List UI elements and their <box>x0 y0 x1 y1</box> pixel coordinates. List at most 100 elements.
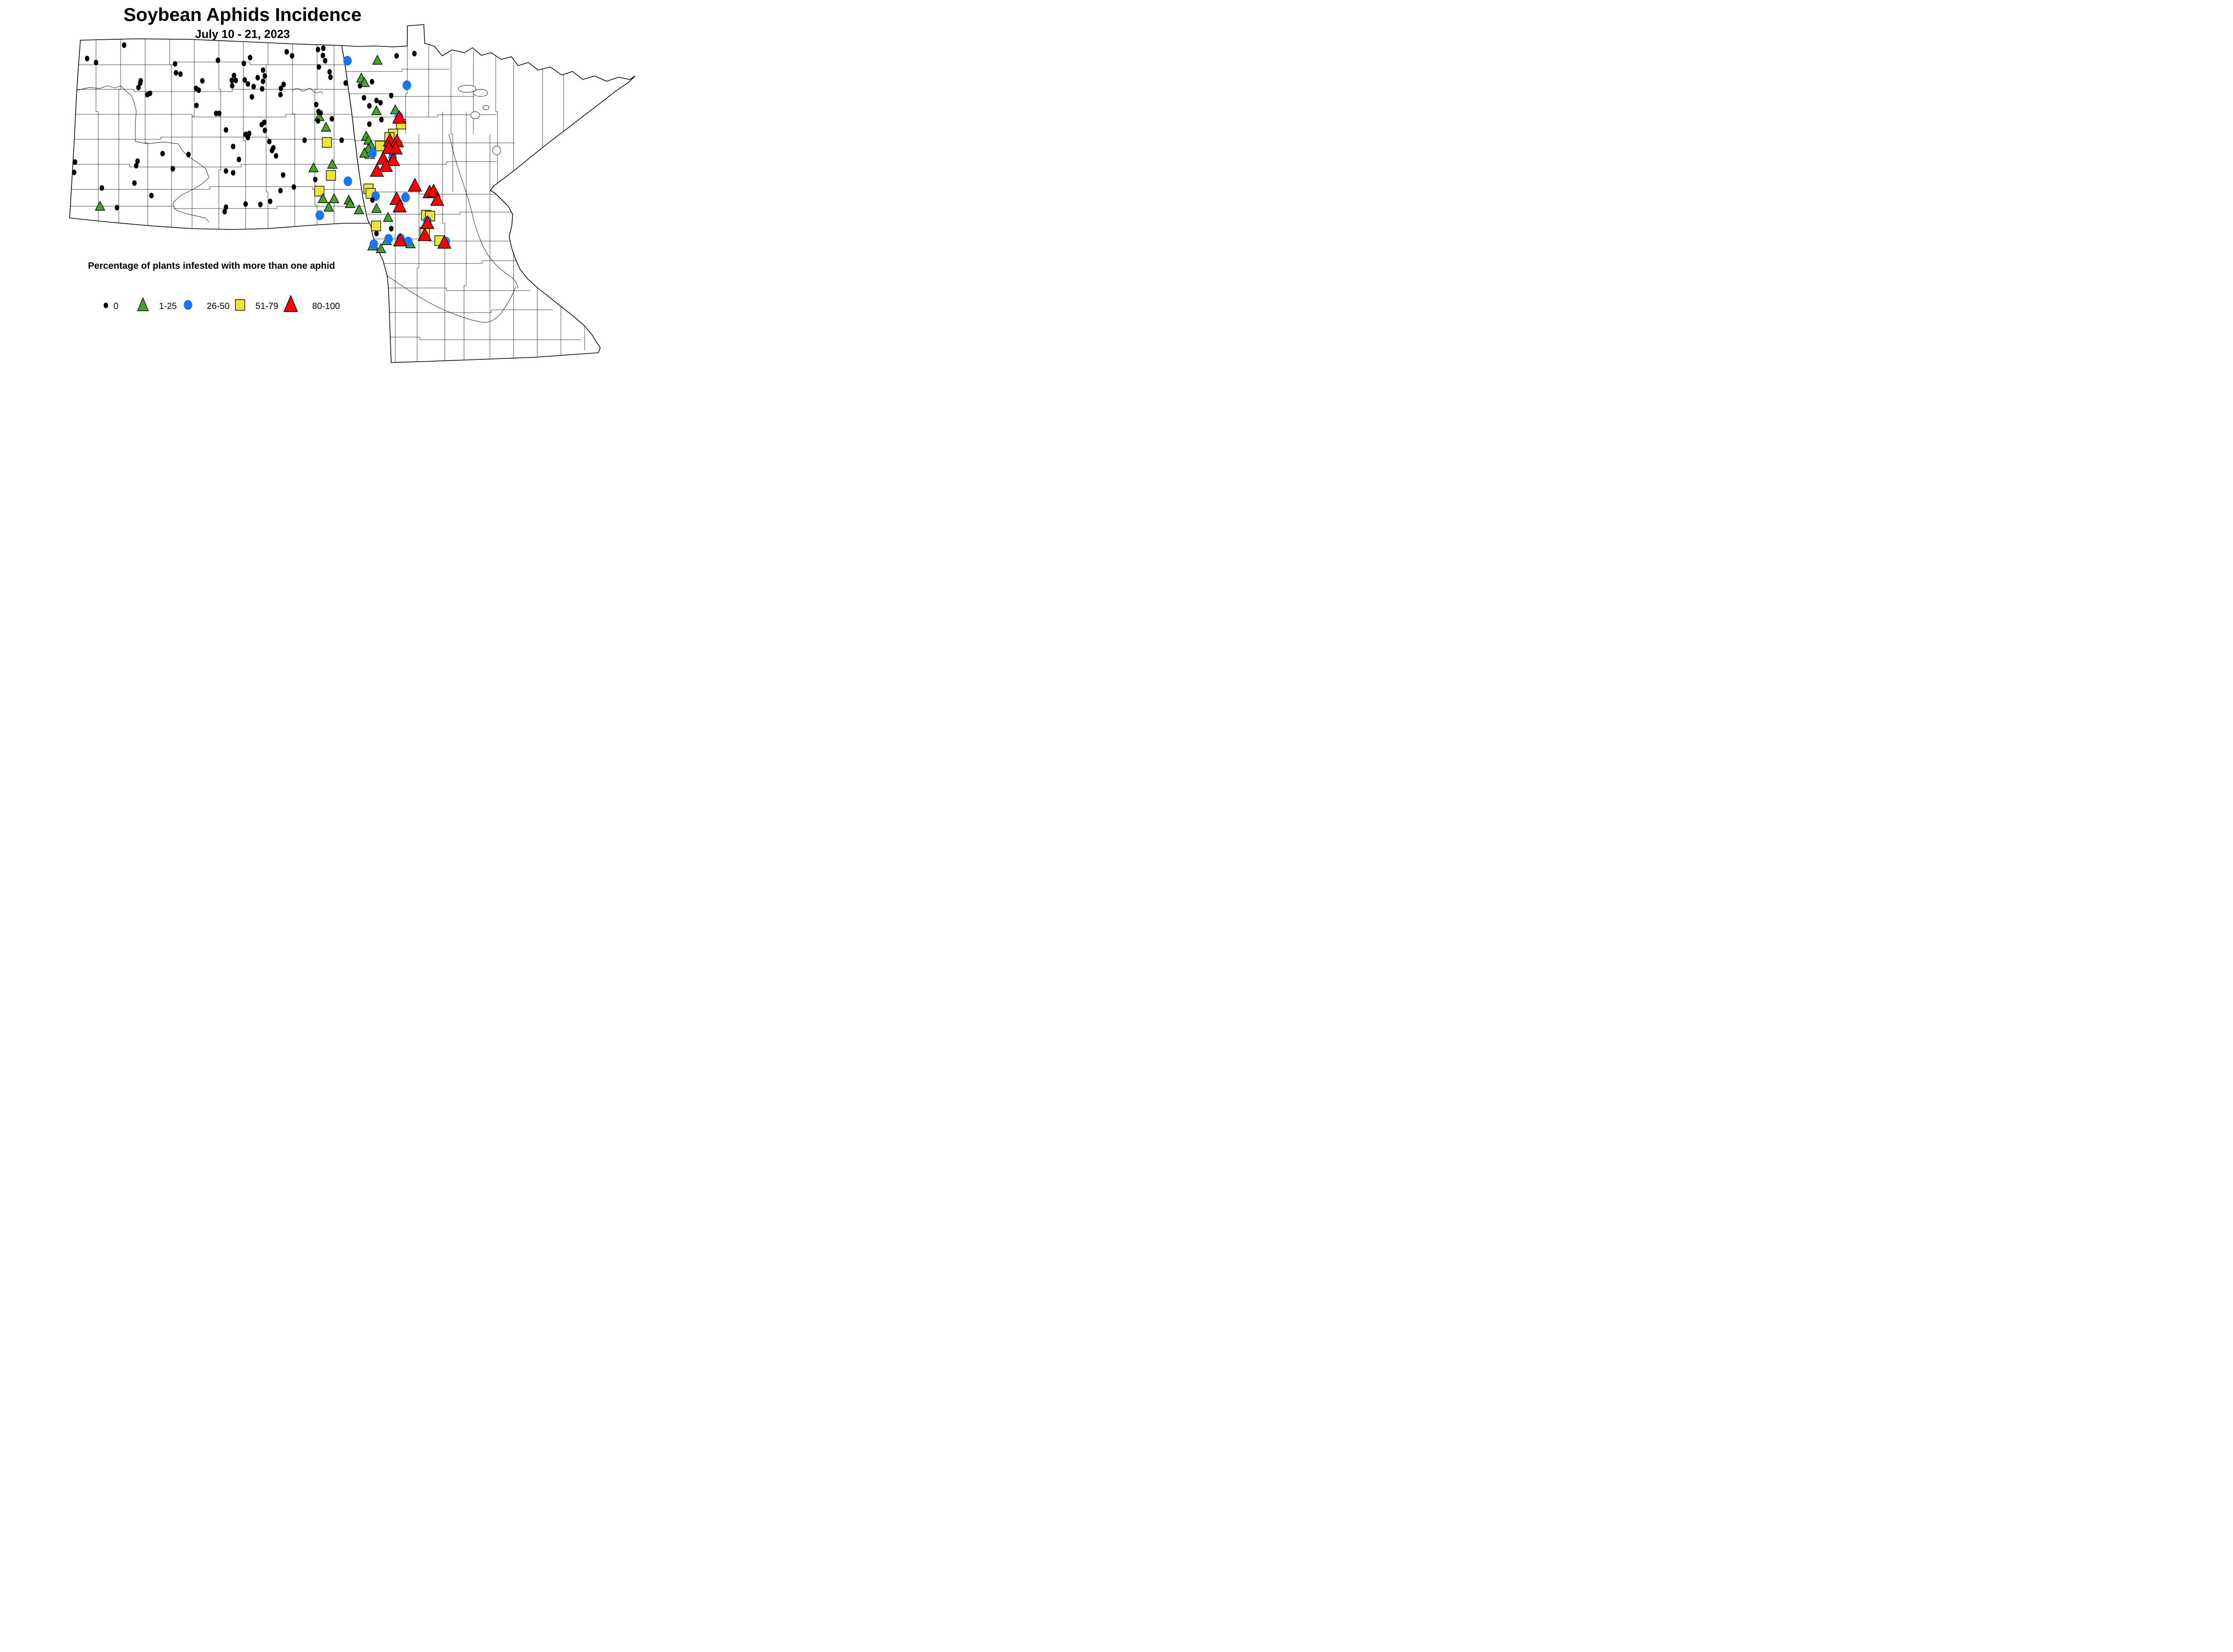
marker-black-dot <box>317 64 321 70</box>
marker-black-dot <box>268 198 272 204</box>
marker-red-triangle <box>393 199 407 213</box>
marker-black-dot <box>231 170 235 176</box>
minnesota-river <box>387 275 516 323</box>
marker-green-triangle <box>308 162 319 172</box>
marker-green-triangle <box>323 201 334 212</box>
marker-black-dot <box>302 137 307 143</box>
marker-black-dot <box>284 49 289 55</box>
marker-green-triangle <box>359 147 370 158</box>
marker-black-dot <box>278 92 283 98</box>
marker-blue-circle <box>384 234 393 244</box>
marker-black-dot <box>234 77 238 83</box>
legend-label-26-50: 26-50 <box>207 301 230 311</box>
marker-black-dot <box>194 102 199 108</box>
marker-green-triangle <box>318 193 328 203</box>
marker-yellow-square <box>322 137 332 148</box>
marker-black-dot <box>250 94 254 100</box>
marker-blue-circle <box>343 176 352 186</box>
marker-green-triangle <box>95 200 105 211</box>
marker-blue-circle <box>315 210 324 220</box>
marker-black-dot <box>261 78 265 84</box>
marker-black-dot <box>94 59 98 66</box>
marker-red-triangle <box>430 192 444 206</box>
marker-black-dot <box>243 201 248 207</box>
marker-black-dot <box>258 201 263 208</box>
marker-red-triangle <box>420 215 435 229</box>
legend-label-51-79: 51-79 <box>255 301 278 311</box>
marker-blue-circle <box>401 192 410 202</box>
marker-black-dot <box>174 70 178 76</box>
marker-black-dot <box>270 147 274 154</box>
marker-red-triangle <box>408 178 422 192</box>
marker-black-dot <box>148 90 152 96</box>
legend-green-triangle-icon <box>137 297 149 311</box>
marker-black-dot <box>316 46 320 53</box>
marker-black-dot <box>73 159 77 165</box>
marker-green-triangle <box>345 198 355 208</box>
marker-black-dot <box>214 110 218 117</box>
legend: Percentage of plants infested with more … <box>88 261 340 312</box>
marker-black-dot <box>394 53 399 59</box>
marker-black-dot <box>339 137 344 143</box>
marker-black-dot <box>217 110 222 117</box>
marker-black-dot <box>138 80 142 86</box>
marker-black-dot <box>197 87 201 93</box>
legend-label-80-100: 80-100 <box>312 301 340 311</box>
minnesota-outline <box>341 24 636 363</box>
marker-black-dot <box>328 74 333 80</box>
marker-black-dot <box>248 54 252 61</box>
lower-red-lake <box>473 89 488 97</box>
marker-black-dot <box>278 188 283 194</box>
marker-red-triangle <box>386 152 400 166</box>
marker-black-dot <box>224 204 228 210</box>
legend-title: Percentage of plants infested with more … <box>88 261 335 271</box>
marker-black-dot <box>216 57 220 63</box>
legend-yellow-square-icon <box>235 299 245 311</box>
marker-blue-circle <box>369 239 378 249</box>
marker-blue-circle <box>402 80 411 90</box>
marker-red-triangle <box>418 227 432 241</box>
marker-black-dot <box>160 150 165 157</box>
marker-black-dot <box>389 92 393 99</box>
marker-black-dot <box>263 127 267 133</box>
marker-green-triangle <box>354 204 364 214</box>
marker-black-dot <box>186 151 191 158</box>
leech-lake <box>470 111 480 119</box>
marker-black-dot <box>362 95 366 101</box>
map-screenshot: Soybean Aphids Incidence July 10 - 21, 2… <box>0 0 700 367</box>
legend-black-dot-icon <box>104 302 108 309</box>
marker-black-dot <box>222 209 227 215</box>
marker-black-dot <box>230 83 234 89</box>
marker-black-dot <box>246 134 250 141</box>
marker-black-dot <box>178 71 183 77</box>
marker-green-triangle <box>329 193 339 203</box>
marker-red-triangle <box>392 110 406 124</box>
marker-green-triangle <box>327 159 338 169</box>
marker-black-dot <box>251 83 256 90</box>
marker-black-dot <box>263 73 267 79</box>
marker-black-dot <box>261 67 265 73</box>
marker-black-dot <box>267 138 272 145</box>
marker-black-dot <box>343 80 348 86</box>
marker-black-dot <box>367 103 372 109</box>
rivers <box>77 85 519 323</box>
marker-black-dot <box>370 197 375 203</box>
marker-green-triangle <box>321 121 331 132</box>
marker-red-triangle <box>389 141 403 154</box>
marker-black-dot <box>389 225 393 232</box>
marker-black-dot <box>246 81 250 87</box>
marker-black-dot <box>330 116 334 122</box>
marker-black-dot <box>281 172 285 178</box>
marker-black-dot <box>367 121 372 127</box>
marker-black-dot <box>321 45 326 51</box>
page-subtitle: July 10 - 21, 2023 <box>195 27 290 41</box>
marker-black-dot <box>136 84 141 91</box>
marker-black-dot <box>274 153 278 159</box>
marker-green-triangle <box>372 54 383 65</box>
legend-label-1-25: 1-25 <box>159 301 177 311</box>
marker-black-dot <box>231 143 235 150</box>
upper-red-lake <box>458 85 477 93</box>
marker-black-dot <box>321 52 325 58</box>
marker-black-dot <box>224 127 228 133</box>
marker-black-dot <box>132 180 137 186</box>
